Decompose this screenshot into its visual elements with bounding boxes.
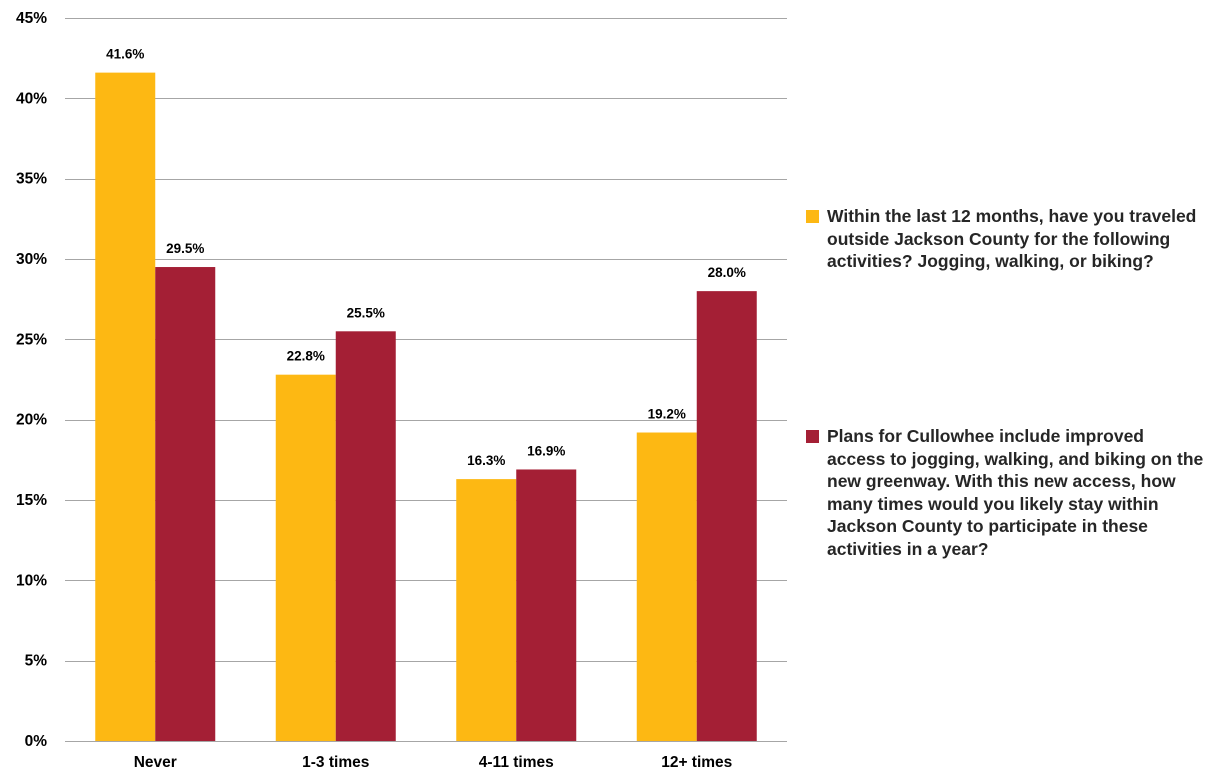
data-label-series-2-2: 16.9% [527,443,565,458]
bar-series-2-3 [696,291,757,741]
legend-label-series-1: Within the last 12 months, have you trav… [827,206,1197,271]
x-tick-label-0: Never [134,754,177,771]
x-axis-tick-labels: Never 1-3 times 4-11 times 12+ times [134,754,733,771]
y-tick-label-4: 20% [16,412,47,429]
bar-series-1-1 [275,374,336,741]
bars [95,72,757,742]
x-tick-label-1: 1-3 times [302,754,369,771]
y-tick-label-0: 0% [25,733,48,750]
y-tick-label-5: 25% [16,331,47,348]
legend-item-series-2: Plans for Cullowhee include improved acc… [806,425,1206,560]
bar-series-2-1 [335,331,396,741]
bar-series-1-0 [95,72,156,742]
data-labels: 41.6% 29.5% 22.8% 25.5% 16.3% 16.9% 19.2% 28.0% [106,47,746,468]
y-tick-label-3: 15% [16,492,47,509]
y-tick-label-8: 40% [16,90,47,107]
legend-label-series-2: Plans for Cullowhee include improved acc… [827,426,1204,559]
data-label-series-1-0: 41.6% [106,47,144,62]
legend-swatch-series-1 [806,210,819,223]
legend-swatch-series-2 [806,430,819,443]
y-tick-label-1: 5% [25,653,48,670]
data-label-series-2-1: 25.5% [347,305,385,320]
y-axis-tick-labels: 0% 5% 10% 15% 20% 25% 30% 35% 40% 45% [16,10,47,750]
bar-series-2-0 [155,267,216,741]
y-tick-label-7: 35% [16,171,47,188]
bar-series-1-3 [636,432,697,741]
y-tick-label-2: 10% [16,572,47,589]
bar-series-2-2 [516,469,577,741]
data-label-series-1-2: 16.3% [467,453,505,468]
x-tick-label-2: 4-11 times [479,754,554,771]
data-label-series-1-3: 19.2% [648,407,686,422]
data-label-series-2-3: 28.0% [708,265,746,280]
data-label-series-1-1: 22.8% [287,349,325,364]
x-tick-label-3: 12+ times [661,754,732,771]
data-label-series-2-0: 29.5% [166,241,204,256]
y-tick-label-9: 45% [16,10,47,27]
legend-item-series-1: Within the last 12 months, have you trav… [806,205,1206,273]
y-tick-label-6: 30% [16,251,47,268]
bar-series-1-2 [456,479,517,741]
